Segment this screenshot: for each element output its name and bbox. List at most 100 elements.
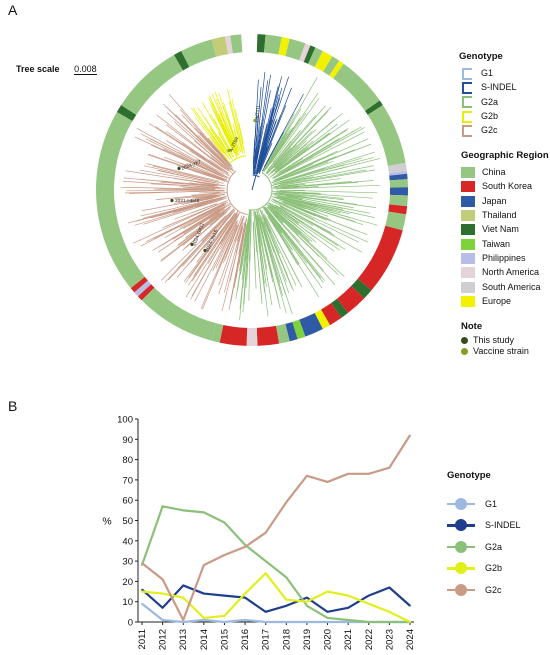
legend-item: Taiwan [461, 237, 549, 251]
data-point [224, 595, 226, 597]
y-tick-label: 30 [122, 557, 133, 568]
legend-item: G2a [459, 95, 517, 109]
x-tick-label: 2012 [158, 629, 169, 650]
chart-legend: Genotype G1 S-INDEL G2a G2b G2c [447, 470, 521, 601]
legend-label: Taiwan [482, 240, 510, 249]
legend-swatch [461, 224, 475, 235]
x-tick-label: 2018 [281, 629, 292, 650]
data-point [203, 617, 205, 619]
data-point [162, 505, 164, 507]
legend-label: S-INDEL [481, 83, 517, 92]
legend-swatch [461, 181, 475, 192]
genotype-legend-title: Genotype [459, 52, 517, 62]
chart-legend-item: G1 [447, 493, 521, 515]
y-tick-label: 80 [122, 455, 133, 466]
legend-item: Vaccine strain [461, 346, 529, 357]
data-point [203, 593, 205, 595]
data-point [182, 510, 184, 512]
legend-swatch [462, 82, 472, 94]
legend-marker-icon [447, 541, 475, 553]
legend-swatch [461, 253, 475, 264]
legend-swatch [461, 337, 468, 344]
data-point [389, 611, 391, 613]
data-point [327, 481, 329, 483]
data-point [265, 560, 267, 562]
chart-legend-label: G2c [485, 585, 502, 595]
legend-swatch [461, 167, 475, 178]
x-tick-label: 2022 [364, 629, 375, 650]
tree-branches [121, 72, 380, 320]
x-tick-label: 2013 [178, 629, 189, 650]
legend-label: G2a [481, 98, 498, 107]
y-tick-label: 100 [117, 415, 133, 426]
legend-item: G1 [459, 67, 517, 81]
legend-swatch [462, 111, 472, 123]
data-point [203, 512, 205, 514]
data-point [182, 597, 184, 599]
legend-marker-icon [447, 498, 475, 510]
y-tick-label: 20 [122, 577, 133, 588]
data-point [306, 601, 308, 603]
legend-marker-icon [447, 562, 475, 574]
legend-label: China [482, 168, 506, 177]
legend-label: Viet Nam [482, 225, 519, 234]
legend-label: Thailand [482, 211, 517, 220]
data-point [286, 577, 288, 579]
tree-branch [272, 106, 326, 168]
data-point [286, 621, 288, 623]
data-point [224, 554, 226, 556]
chart-legend-title: Genotype [447, 470, 521, 481]
legend-item: South America [461, 280, 549, 294]
data-point [286, 605, 288, 607]
legend-item: South Korea [461, 180, 549, 194]
data-point [224, 615, 226, 617]
series-line-g2c [142, 435, 410, 620]
region-legend-title: Geographic Region [461, 151, 549, 161]
data-point [327, 617, 329, 619]
region-ring-segment [142, 288, 217, 341]
data-point [306, 597, 308, 599]
tree-branch [227, 171, 248, 215]
legend-label: Philippines [482, 254, 526, 263]
chart-legend-item: S-INDEL [447, 515, 521, 537]
legend-label: This study [473, 336, 514, 345]
x-tick-label: 2015 [219, 629, 230, 650]
chart-legend-label: G2b [485, 563, 502, 573]
chart-legend-item: G2b [447, 558, 521, 580]
data-point [368, 603, 370, 605]
data-point [368, 473, 370, 475]
data-point [347, 473, 349, 475]
panel-b-label: B [8, 398, 17, 414]
data-point [286, 599, 288, 601]
y-axis-label: % [102, 516, 111, 528]
chart-legend-item: G2c [447, 579, 521, 601]
legend-label: South America [482, 283, 541, 292]
data-point [203, 619, 205, 621]
data-point [265, 532, 267, 534]
data-point [306, 621, 308, 623]
x-tick-label: 2019 [302, 629, 313, 650]
tip-label: 2021-HB48 [175, 198, 200, 204]
region-ring-segment [358, 226, 403, 291]
data-point [182, 619, 184, 621]
data-point [141, 591, 143, 593]
x-tick-label: 2014 [199, 629, 210, 650]
chart-legend-label: G2a [485, 542, 502, 552]
legend-swatch [461, 296, 475, 307]
data-point [162, 607, 164, 609]
region-ring-segment [220, 325, 248, 346]
legend-label: South Korea [482, 182, 532, 191]
data-point [265, 572, 267, 574]
chart-legend-label: G1 [485, 499, 497, 509]
legend-item: S-INDEL [459, 81, 517, 95]
tip-marker [170, 199, 173, 202]
region-ring-segment [389, 195, 408, 206]
tree-branch [252, 176, 256, 190]
legend-item: This study [461, 335, 529, 346]
tree-branch [269, 211, 321, 277]
legend-marker-icon [447, 519, 475, 531]
x-tick-label: 2023 [384, 629, 395, 650]
legend-item: Japan [461, 194, 549, 208]
legend-label: North America [482, 268, 539, 277]
data-point [286, 501, 288, 503]
